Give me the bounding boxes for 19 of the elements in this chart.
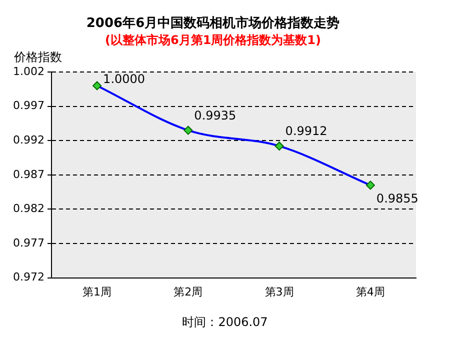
x-tick-label: 第1周 (82, 285, 112, 298)
chart-title: 2006年6月中国数码相机市场价格指数走势 (86, 15, 340, 32)
data-label: 0.9912 (285, 124, 328, 138)
x-tick-label: 第3周 (264, 285, 294, 298)
data-label: 0.9855 (376, 191, 418, 206)
data-label: 0.9935 (194, 108, 236, 122)
x-tick-label: 第4周 (356, 285, 385, 298)
y-tick-label: 0.977 (12, 236, 44, 250)
y-tick-label: 0.992 (12, 133, 44, 146)
y-axis-title: 价格指数 (13, 50, 62, 64)
data-label: 1.0000 (103, 72, 146, 86)
y-tick-label: 1.002 (12, 64, 44, 78)
y-tick-label: 0.997 (12, 99, 44, 112)
chart-subtitle: (以整体市场6月第1周价格指数为基数1) (104, 32, 322, 47)
y-tick-label: 0.972 (12, 270, 44, 284)
text: 时间：2006.07 (182, 315, 268, 330)
x-tick-label: 第2周 (174, 285, 203, 298)
y-tick-label: 0.982 (12, 202, 44, 216)
y-tick-label: 0.987 (12, 168, 44, 181)
